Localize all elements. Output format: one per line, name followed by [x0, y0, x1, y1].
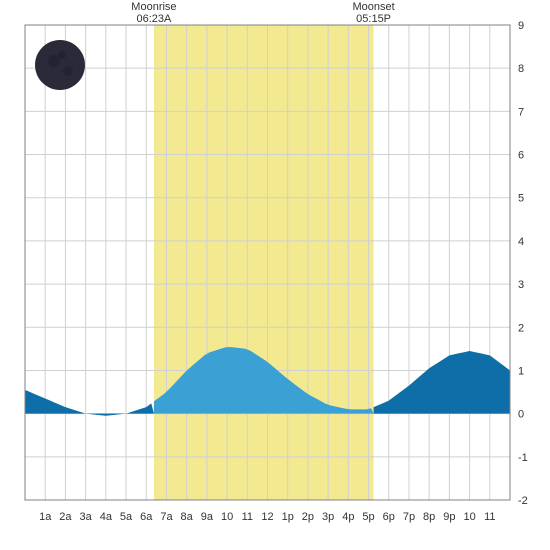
tide-area — [25, 390, 154, 416]
moonrise-title: Moonrise — [131, 1, 176, 13]
moonset-time: 05:15P — [356, 13, 391, 25]
x-tick-label: 11 — [242, 511, 253, 523]
x-tick-label: 8p — [423, 511, 435, 523]
x-tick-label: 12 — [261, 511, 273, 523]
tide-chart: 1a2a3a4a5a6a7a8a9a1011121p2p3p4p5p6p7p8p… — [0, 0, 550, 550]
x-tick-label: 3a — [80, 511, 93, 523]
x-tick-label: 2a — [59, 511, 72, 523]
x-tick-label: 9p — [443, 511, 455, 523]
x-tick-label: 7a — [160, 511, 173, 523]
x-tick-label: 6p — [383, 511, 395, 523]
y-tick-label: 9 — [518, 20, 524, 32]
x-tick-label: 11 — [484, 511, 495, 523]
moon-icon — [35, 40, 85, 90]
tide-area — [374, 351, 510, 414]
x-tick-label: 7p — [403, 511, 415, 523]
y-tick-label: 4 — [518, 236, 524, 248]
x-tick-label: 4p — [342, 511, 354, 523]
x-tick-label: 5a — [120, 511, 133, 523]
x-tick-label: 3p — [322, 511, 334, 523]
y-tick-label: 7 — [518, 106, 524, 118]
x-tick-label: 6a — [140, 511, 153, 523]
y-tick-label: 3 — [518, 279, 524, 291]
x-tick-label: 4a — [100, 511, 113, 523]
x-tick-label: 10 — [463, 511, 475, 523]
moonrise-time: 06:23A — [136, 13, 172, 25]
y-tick-label: 5 — [518, 193, 524, 205]
y-tick-label: 6 — [518, 150, 524, 162]
y-tick-label: -2 — [518, 495, 528, 507]
moonset-title: Moonset — [352, 1, 394, 13]
x-tick-label: 2p — [302, 511, 314, 523]
x-tick-label: 1a — [39, 511, 52, 523]
y-tick-label: -1 — [518, 452, 528, 464]
x-tick-label: 10 — [221, 511, 233, 523]
y-tick-label: 1 — [518, 365, 524, 377]
y-tick-label: 8 — [518, 63, 524, 75]
x-tick-label: 9a — [201, 511, 214, 523]
x-tick-label: 5p — [362, 511, 374, 523]
chart-svg: 1a2a3a4a5a6a7a8a9a1011121p2p3p4p5p6p7p8p… — [0, 0, 550, 550]
x-tick-label: 8a — [181, 511, 194, 523]
y-tick-label: 0 — [518, 409, 524, 421]
x-tick-label: 1p — [282, 511, 294, 523]
y-tick-label: 2 — [518, 322, 524, 334]
